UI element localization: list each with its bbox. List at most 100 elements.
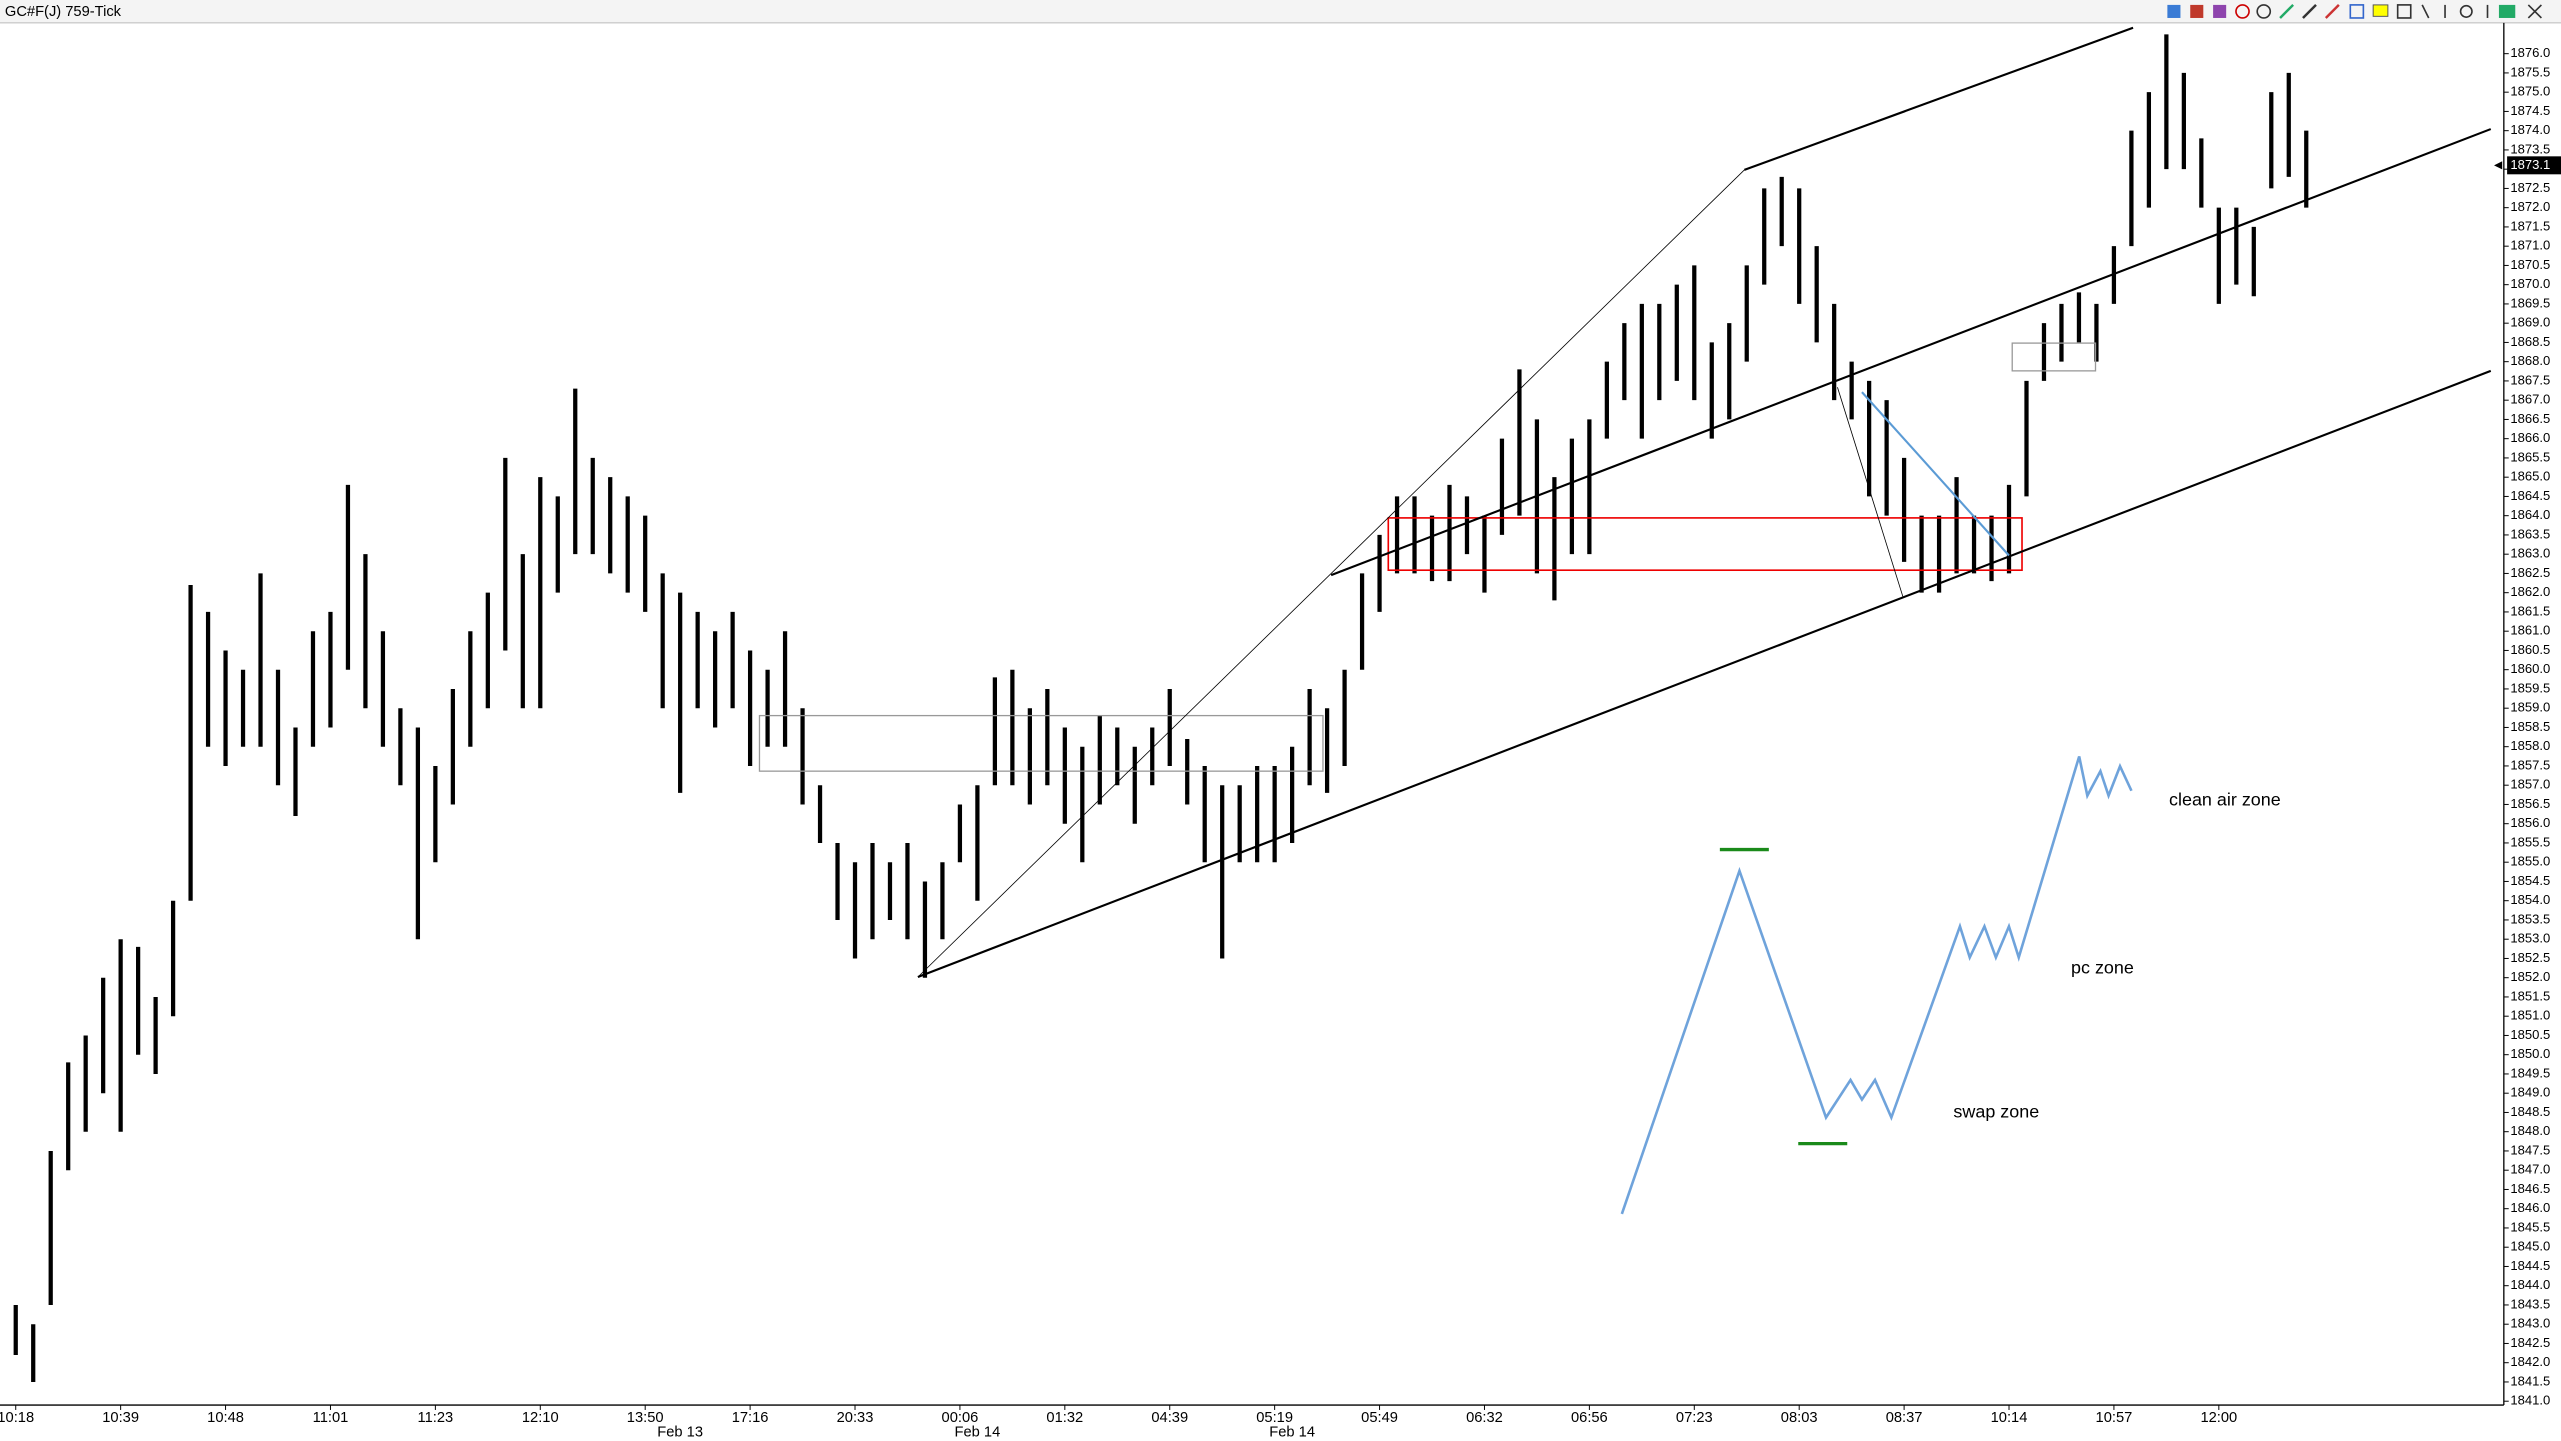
annotation: swap zone bbox=[1953, 1101, 2039, 1121]
toolbar bbox=[2167, 4, 2542, 19]
y-tick-label: 1841.5 bbox=[2510, 1373, 2550, 1388]
x-tick-label: 05:49 bbox=[1361, 1410, 1398, 1426]
y-tick-label: 1860.0 bbox=[2510, 661, 2550, 676]
x-tick-label: 04:39 bbox=[1151, 1410, 1188, 1426]
x-tick-label: 10:57 bbox=[2096, 1410, 2133, 1426]
zone-sketch bbox=[1620, 756, 2133, 1215]
x-tick-label: 10:39 bbox=[102, 1410, 139, 1426]
y-tick-label: 1870.0 bbox=[2510, 276, 2550, 291]
tool-icon[interactable] bbox=[2349, 4, 2365, 19]
y-tick-label: 1848.5 bbox=[2510, 1104, 2550, 1119]
y-tick-label: 1849.0 bbox=[2510, 1085, 2550, 1100]
y-tick-label: 1844.0 bbox=[2510, 1277, 2550, 1292]
y-tick-label: 1857.0 bbox=[2510, 777, 2550, 792]
x-tick-label: 12:00 bbox=[2200, 1410, 2237, 1426]
x-tick-label: 20:33 bbox=[837, 1410, 874, 1426]
y-tick-label: 1861.5 bbox=[2510, 603, 2550, 618]
tool-icon[interactable] bbox=[2527, 4, 2542, 19]
tool-icon[interactable] bbox=[2421, 4, 2430, 19]
tool-icon[interactable] bbox=[2256, 4, 2272, 19]
y-tick-label: 1859.5 bbox=[2510, 680, 2550, 695]
zone-rectangle bbox=[758, 714, 1324, 772]
y-tick-label: 1854.0 bbox=[2510, 892, 2550, 907]
y-tick-label: 1867.5 bbox=[2510, 372, 2550, 387]
y-tick-label: 1872.5 bbox=[2510, 180, 2550, 195]
channel-line bbox=[1743, 26, 2134, 171]
y-tick-label: 1862.0 bbox=[2510, 584, 2550, 599]
y-tick-label: 1851.0 bbox=[2510, 1008, 2550, 1023]
last-price-arrow bbox=[2494, 161, 2503, 170]
y-tick-label: 1864.5 bbox=[2510, 488, 2550, 503]
x-tick-label: 08:37 bbox=[1886, 1410, 1923, 1426]
y-tick-label: 1852.0 bbox=[2510, 969, 2550, 984]
y-tick-label: 1863.0 bbox=[2510, 546, 2550, 561]
y-tick-label: 1862.5 bbox=[2510, 565, 2550, 580]
y-tick-label: 1858.5 bbox=[2510, 719, 2550, 734]
x-tick-label: 17:16 bbox=[732, 1410, 769, 1426]
y-tick-label: 1869.0 bbox=[2510, 315, 2550, 330]
y-tick-label: 1842.0 bbox=[2510, 1354, 2550, 1369]
date-label: Feb 14 bbox=[1269, 1425, 1315, 1441]
x-tick-label: 00:06 bbox=[942, 1410, 979, 1426]
x-tick-label: 10:48 bbox=[207, 1410, 244, 1426]
y-tick-label: 1876.0 bbox=[2510, 45, 2550, 60]
y-tick-label: 1856.0 bbox=[2510, 815, 2550, 830]
y-tick-label: 1866.0 bbox=[2510, 430, 2550, 445]
y-tick-label: 1857.5 bbox=[2510, 757, 2550, 772]
x-tick-label: 06:32 bbox=[1466, 1410, 1503, 1426]
tool-icon[interactable] bbox=[2324, 4, 2340, 19]
y-tick-label: 1850.0 bbox=[2510, 1046, 2550, 1061]
y-tick-label: 1859.0 bbox=[2510, 700, 2550, 715]
y-tick-label: 1849.5 bbox=[2510, 1065, 2550, 1080]
tool-icon[interactable] bbox=[2213, 4, 2227, 18]
tool-icon[interactable] bbox=[2279, 4, 2295, 19]
y-tick-label: 1874.0 bbox=[2510, 122, 2550, 137]
title-bar bbox=[0, 0, 2561, 23]
y-tick-label: 1846.5 bbox=[2510, 1181, 2550, 1196]
y-tick-label: 1860.5 bbox=[2510, 642, 2550, 657]
last-price-label: 1873.1 bbox=[2510, 157, 2550, 172]
y-tick-label: 1864.0 bbox=[2510, 507, 2550, 522]
y-tick-label: 1848.0 bbox=[2510, 1123, 2550, 1138]
x-tick-label: 10:14 bbox=[1991, 1410, 2028, 1426]
x-tick-label: 11:23 bbox=[418, 1410, 454, 1426]
x-tick-label: 08:03 bbox=[1781, 1410, 1818, 1426]
tool-icon[interactable] bbox=[2396, 4, 2412, 19]
y-tick-label: 1875.0 bbox=[2510, 84, 2550, 99]
last-price-box bbox=[2507, 156, 2561, 175]
x-tick-label: 10:18 bbox=[0, 1410, 34, 1426]
y-tick-label: 1846.0 bbox=[2510, 1200, 2550, 1215]
date-label: Feb 13 bbox=[657, 1425, 703, 1441]
y-tick-label: 1847.0 bbox=[2510, 1162, 2550, 1177]
tool-icon[interactable] bbox=[2459, 4, 2473, 18]
y-tick-label: 1854.5 bbox=[2510, 873, 2550, 888]
y-tick-label: 1863.5 bbox=[2510, 526, 2550, 541]
y-tick-label: 1843.0 bbox=[2510, 1316, 2550, 1331]
y-tick-label: 1853.5 bbox=[2510, 911, 2550, 926]
y-tick-label: 1841.0 bbox=[2510, 1393, 2550, 1408]
zone-rectangle bbox=[1387, 517, 2023, 572]
tool-icon[interactable] bbox=[2167, 4, 2181, 18]
axes: 1841.0 1841.5 1842.0 1842.5 1843.0 1843.5 1844… bbox=[0, 45, 2561, 1441]
y-tick-label: 1845.5 bbox=[2510, 1219, 2550, 1234]
x-tick-label: 01:32 bbox=[1046, 1410, 1083, 1426]
annotation: pc zone bbox=[2071, 958, 2134, 978]
tool-icon[interactable] bbox=[2372, 4, 2389, 17]
tool-icon[interactable] bbox=[2190, 4, 2204, 18]
y-tick-label: 1847.5 bbox=[2510, 1142, 2550, 1157]
y-tick-label: 1855.0 bbox=[2510, 854, 2550, 869]
tool-icon[interactable] bbox=[2302, 4, 2317, 19]
y-tick-label: 1869.5 bbox=[2510, 295, 2550, 310]
x-tick-label: 12:10 bbox=[522, 1410, 559, 1426]
tool-icon[interactable] bbox=[2498, 4, 2516, 18]
channel-line bbox=[1330, 128, 2492, 577]
chart-title: GC#F(J) 759-Tick bbox=[5, 4, 122, 20]
trend-line bbox=[1861, 391, 2010, 557]
x-tick-label: 11:01 bbox=[313, 1410, 349, 1426]
channel-line bbox=[917, 369, 2492, 978]
y-tick-label: 1844.5 bbox=[2510, 1258, 2550, 1273]
y-tick-label: 1873.5 bbox=[2510, 141, 2550, 156]
tool-icon[interactable] bbox=[2235, 4, 2250, 19]
